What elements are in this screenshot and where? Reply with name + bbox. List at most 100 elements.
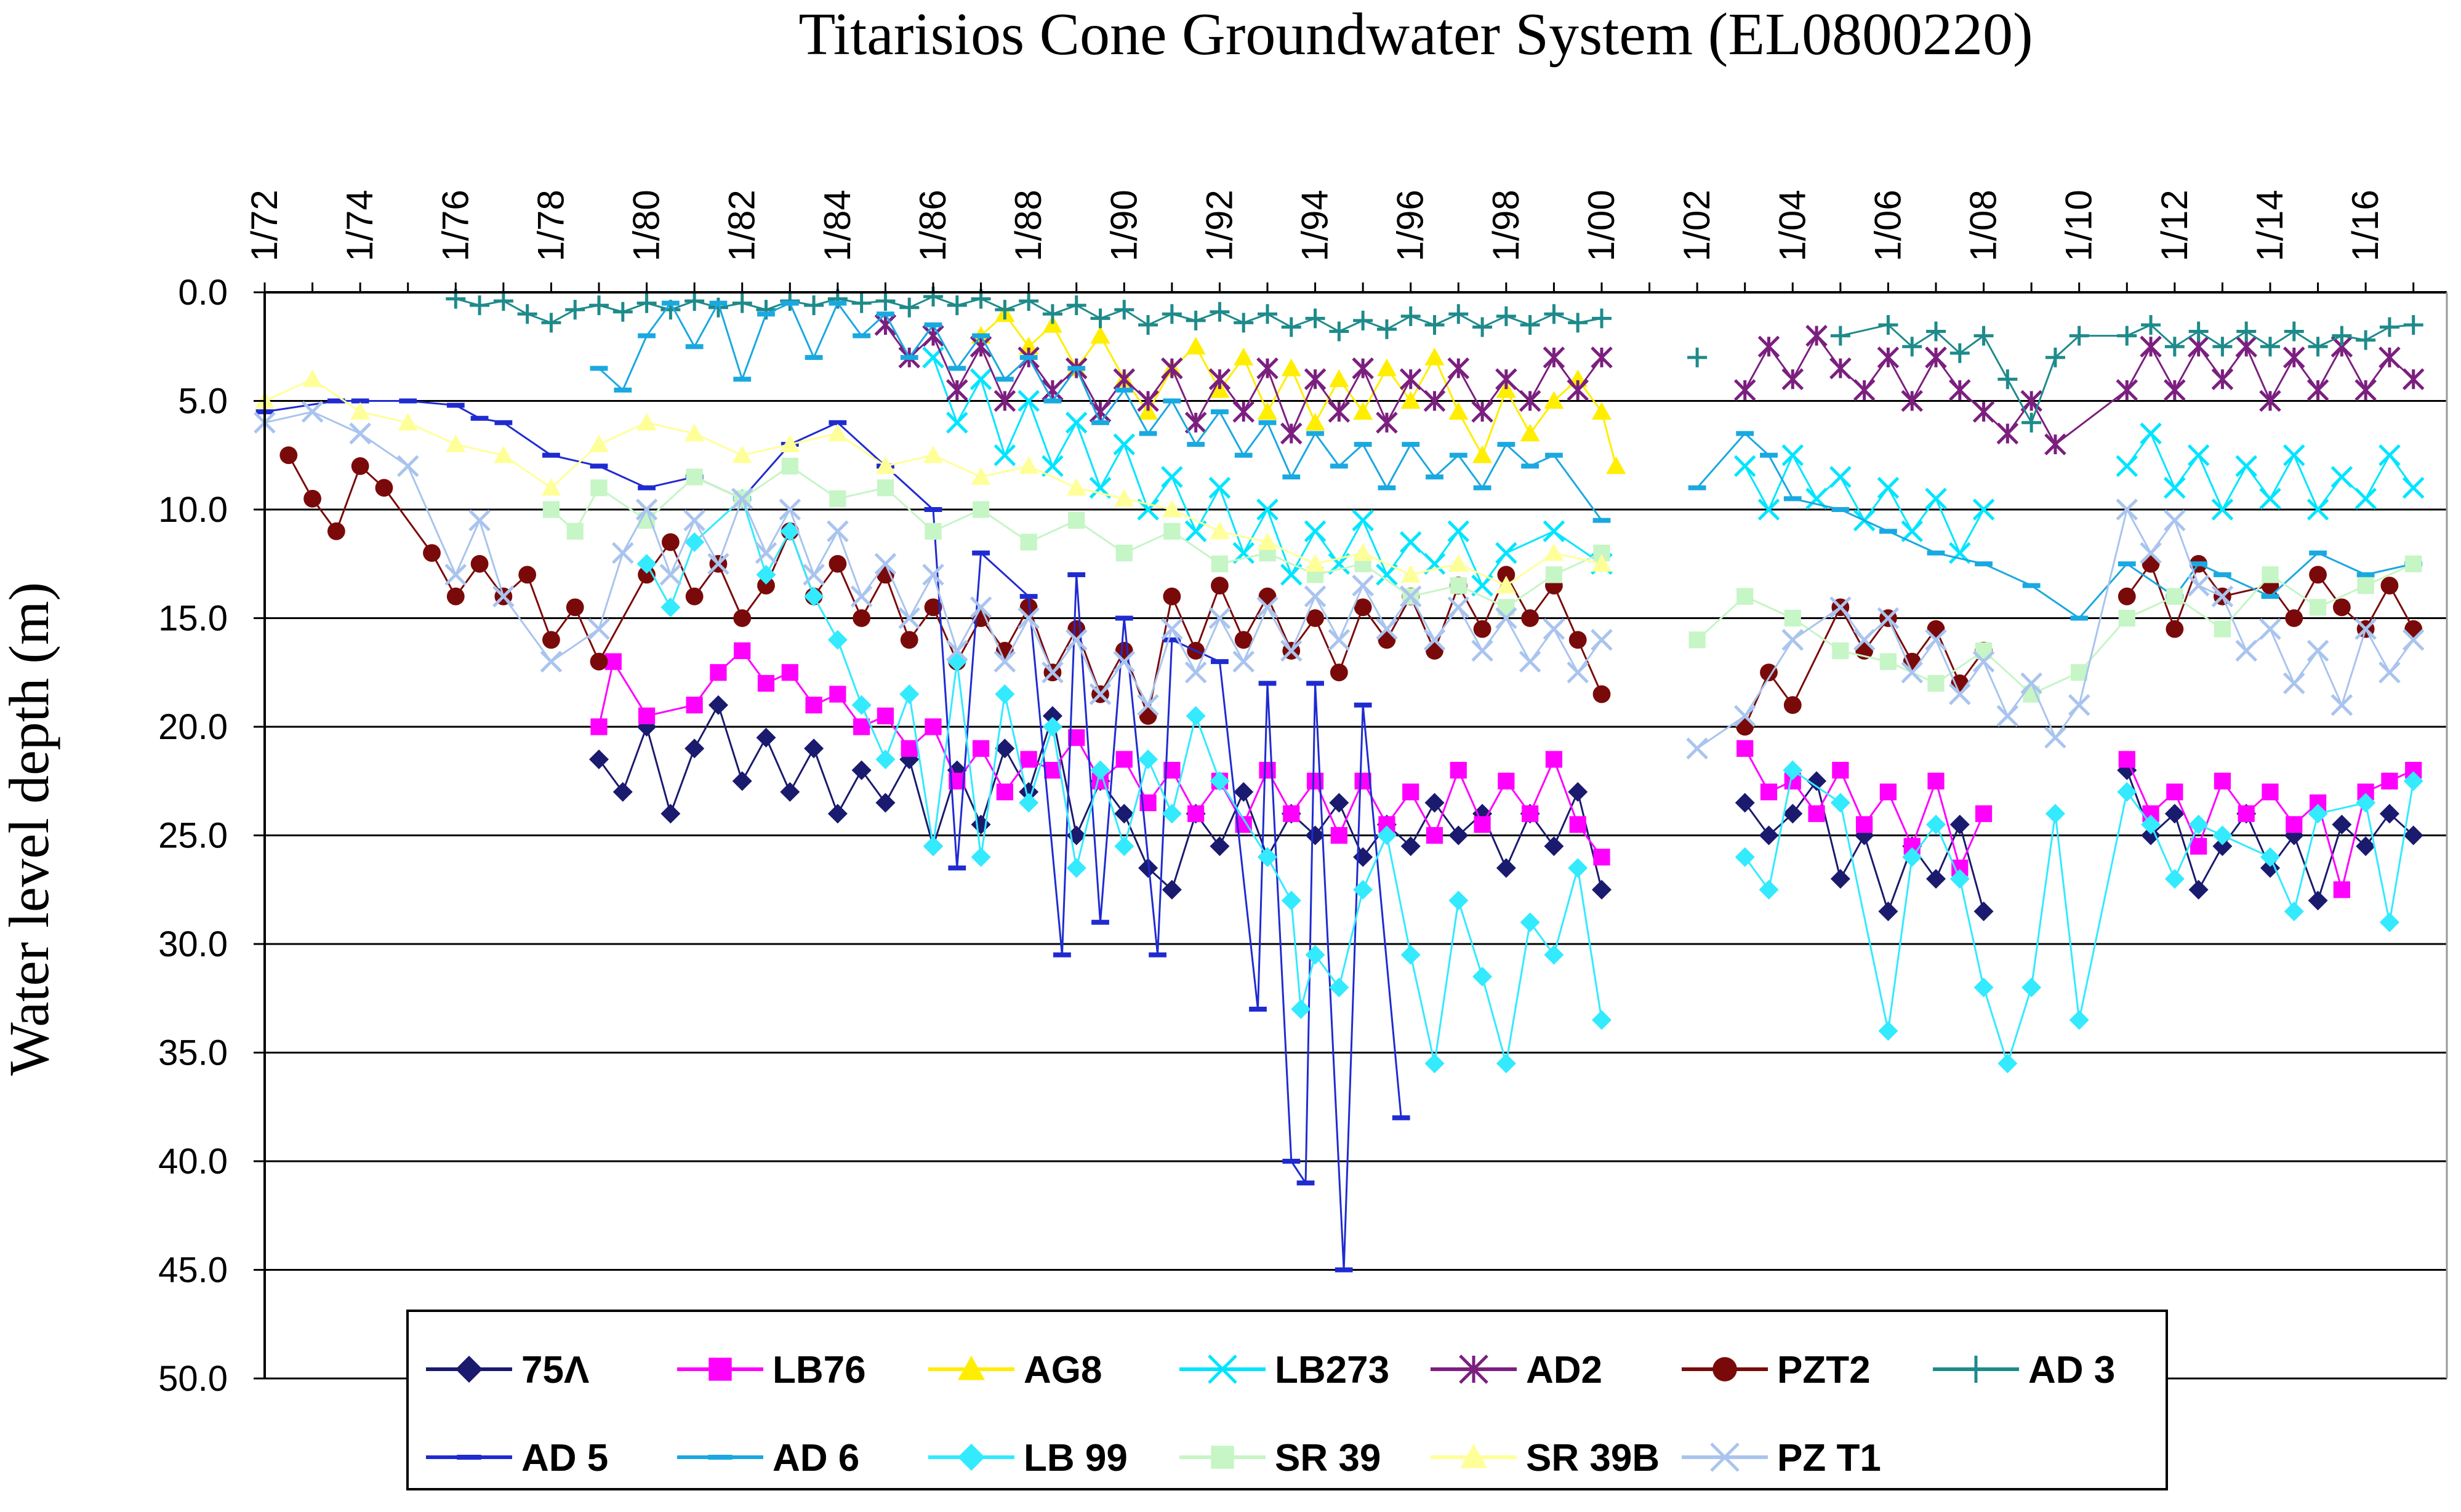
- data-point-lb76: [1450, 762, 1467, 779]
- data-point-lb-99: [2356, 793, 2376, 813]
- data-point-pz-t1: [396, 455, 419, 478]
- data-point-lb76: [2118, 751, 2135, 768]
- data-point-ad-6: [638, 333, 656, 338]
- data-point-ad2: [2140, 335, 2162, 358]
- data-point-pzt2: [853, 609, 871, 627]
- data-point-75: [875, 793, 896, 813]
- data-point-lb76: [829, 686, 846, 703]
- data-point-ad-3: [899, 297, 920, 318]
- data-point-pzt2: [1473, 620, 1491, 638]
- legend-swatch-marker: [1208, 1354, 1237, 1384]
- data-point-ad-3: [2117, 326, 2137, 346]
- data-point-pz-t1: [1208, 607, 1231, 630]
- legend-label: PZT2: [1777, 1349, 1871, 1391]
- data-point-pz-t1: [707, 553, 729, 575]
- data-point-pz-t1: [2235, 639, 2257, 662]
- data-point-ad2: [1471, 401, 1493, 423]
- x-tick-label: 1/00: [1581, 190, 1622, 262]
- data-point-lb76: [1402, 783, 1419, 801]
- data-point-ad2: [2116, 379, 2138, 401]
- data-point-ad-5: [1115, 615, 1133, 621]
- data-point-pz-t1: [635, 498, 658, 521]
- data-point-ad-3: [2236, 321, 2257, 342]
- data-point-lb76: [901, 740, 918, 757]
- data-point-ad-6: [614, 387, 632, 393]
- data-point-ad-5: [1296, 1180, 1315, 1186]
- data-point-ad-3: [1114, 300, 1134, 320]
- data-point-ad-3: [685, 291, 705, 311]
- data-point-pzt2: [685, 587, 704, 606]
- data-point-lb76: [877, 707, 894, 724]
- data-point-lb76: [1259, 762, 1276, 779]
- data-point-pz-t1: [1089, 683, 1112, 705]
- data-point-ad-3: [875, 291, 896, 311]
- data-point-75: [1735, 793, 1755, 813]
- data-point-ad-6: [1927, 550, 1945, 556]
- data-point-lb-99: [1902, 847, 1922, 867]
- series-group: [254, 287, 2425, 1273]
- data-point-ad-5: [972, 550, 990, 556]
- data-point-ag8: [1186, 337, 1206, 355]
- data-point-pzt2: [1760, 663, 1778, 682]
- data-point-ad-3: [804, 295, 824, 316]
- data-point-lb-99: [851, 695, 872, 715]
- data-point-pzt2: [1163, 587, 1181, 606]
- data-point-75: [1496, 858, 1516, 878]
- data-point-ad-6: [1473, 485, 1491, 490]
- data-point-sr-39: [1832, 642, 1849, 660]
- data-point-lb273: [1304, 520, 1327, 543]
- data-point-lb273: [2283, 444, 2305, 466]
- legend-label: AD2: [1526, 1349, 1602, 1391]
- data-point-lb273: [2116, 455, 2138, 478]
- data-point-75: [827, 804, 848, 824]
- data-point-ad2: [1113, 368, 1136, 390]
- data-point-75: [1830, 869, 1850, 889]
- data-point-lb273: [2187, 444, 2210, 466]
- data-point-ag8: [1210, 380, 1230, 398]
- data-point-lb-99: [1878, 1021, 1898, 1041]
- data-point-sr-39: [2071, 664, 2088, 681]
- data-point-75: [1448, 825, 1469, 846]
- data-point-pz-t1: [2211, 585, 2234, 607]
- data-point-ad-6: [661, 300, 680, 306]
- data-point-pzt2: [1306, 609, 1324, 627]
- data-point-lb-99: [1568, 858, 1588, 878]
- data-point-ad2: [1949, 379, 1971, 401]
- data-point-pzt2: [470, 554, 489, 573]
- data-point-lb-99: [660, 597, 681, 617]
- data-point-lb-99: [995, 684, 1015, 705]
- data-point-pz-t1: [970, 596, 992, 618]
- data-point-ad-6: [1592, 518, 1611, 523]
- data-point-sr-39: [590, 479, 608, 497]
- data-point-sr-39b: [1257, 532, 1277, 550]
- data-point-ag8: [1591, 402, 1612, 420]
- data-point-lb273: [2355, 487, 2377, 510]
- data-point-pz-t1: [1423, 629, 1446, 651]
- data-point-ad2: [1781, 368, 1804, 390]
- legend-item-ag8: AG8: [928, 1349, 1102, 1391]
- data-point-pzt2: [1234, 631, 1253, 649]
- data-point-sr-39b: [1544, 543, 1564, 561]
- data-point-lb76: [1020, 751, 1037, 768]
- data-point-lb76: [2262, 783, 2279, 801]
- data-point-pz-t1: [1972, 650, 1995, 673]
- data-point-ad-6: [877, 311, 894, 317]
- data-point-ad2: [922, 324, 944, 347]
- series-ad2: [874, 314, 2425, 455]
- x-tick-label: 1/92: [1198, 190, 1240, 262]
- data-point-sr-39: [1450, 577, 1467, 594]
- data-point-lb273: [1018, 390, 1040, 412]
- data-point-pz-t1: [2402, 629, 2425, 651]
- data-point-pz-t1: [2283, 672, 2305, 695]
- data-point-lb76: [1498, 772, 1515, 790]
- data-point-ad-6: [1402, 442, 1420, 447]
- data-point-ad-5: [829, 420, 847, 425]
- series-line-ad-5: [264, 400, 1402, 1270]
- data-point-ad-3: [1591, 308, 1612, 329]
- series-lb-99: [636, 489, 2423, 1074]
- data-point-ad2: [970, 335, 992, 358]
- data-point-sr-39b: [780, 434, 800, 452]
- data-point-lb-99: [1281, 890, 1301, 911]
- data-point-ad-3: [1544, 304, 1564, 324]
